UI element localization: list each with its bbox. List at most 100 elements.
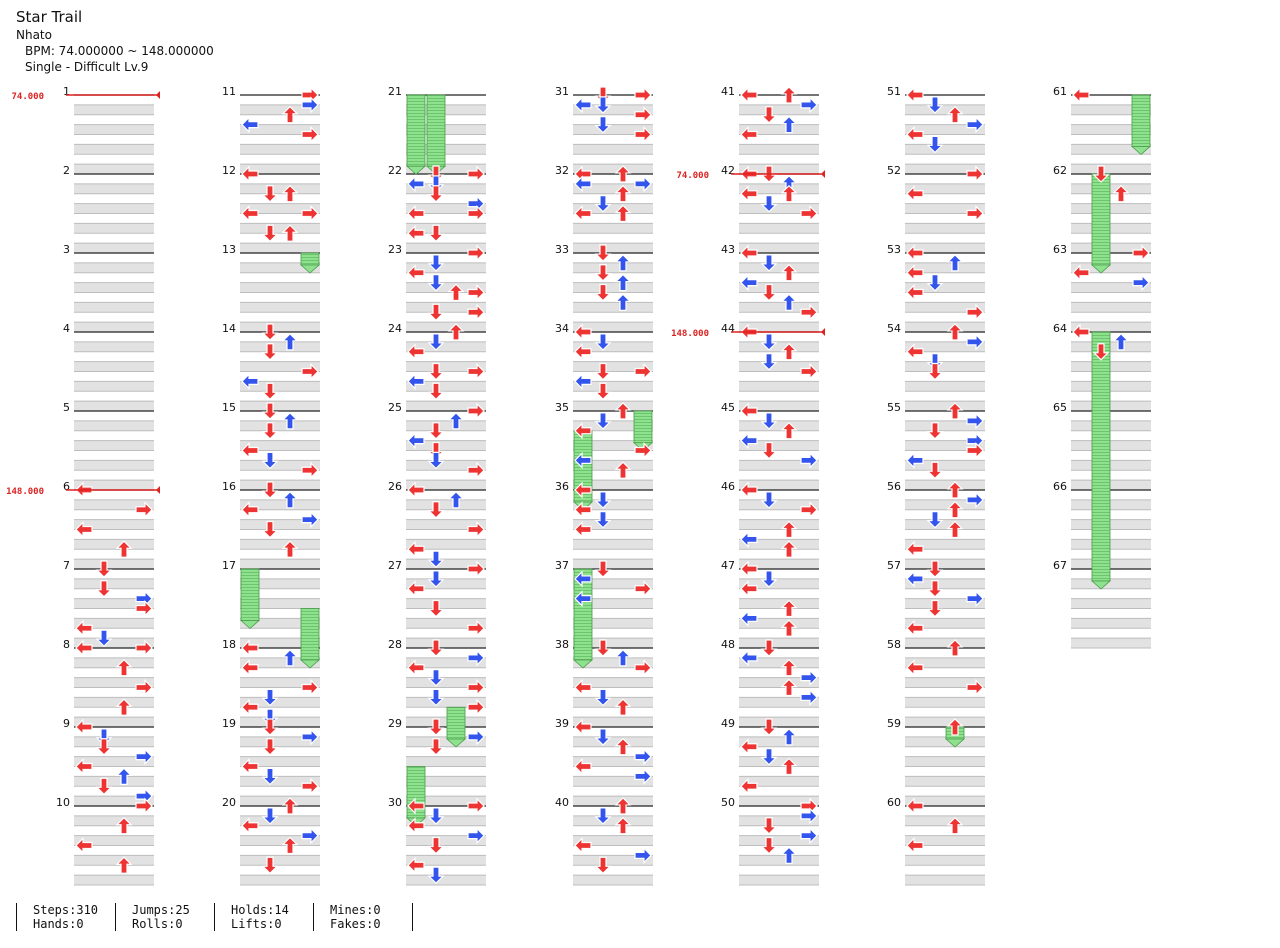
hold-body [1091, 331, 1111, 582]
beat-band [406, 322, 486, 332]
beat-band [573, 697, 653, 708]
beat-band [1071, 124, 1151, 135]
step-chart: 1234567891011121314151617181920212223242… [6, 85, 1152, 886]
beat-band [1071, 559, 1151, 569]
beat-band [1071, 322, 1151, 332]
beat-band [905, 381, 985, 392]
measure-66: 66 [1053, 480, 1151, 570]
beat-band [573, 835, 653, 846]
measure-10: 10 [56, 796, 154, 886]
beat-band [739, 756, 819, 767]
beat-band [739, 638, 819, 648]
stat-group: Jumps:25 Rolls:0 [115, 903, 214, 931]
beat-band [74, 657, 154, 668]
beat-band [739, 203, 819, 214]
hold-note [299, 608, 321, 669]
beat-band [573, 183, 653, 194]
measure-55: 55 [887, 401, 985, 491]
measure-62: 62 [1053, 164, 1151, 254]
beat-band [739, 717, 819, 727]
beat-band [74, 815, 154, 826]
beat-band [905, 736, 985, 747]
beat-band [240, 697, 320, 708]
beat-band [1071, 440, 1151, 451]
beat-band [573, 104, 653, 115]
beat-band [739, 144, 819, 155]
bpm-change: 148.000 [6, 486, 160, 497]
beat-band [1071, 183, 1151, 194]
beat-band [240, 262, 320, 273]
beat-band [240, 420, 320, 431]
beat-band [739, 598, 819, 609]
measure-number: 49 [721, 717, 735, 730]
beat-band [406, 401, 486, 411]
measure-20: 20 [222, 796, 320, 886]
beat-band [905, 677, 985, 688]
measure-number: 42 [721, 164, 735, 177]
beat-band [573, 875, 653, 885]
measure-5: 5 [63, 401, 154, 491]
beat-band [1071, 401, 1151, 411]
steps-count: Steps:310 [33, 903, 99, 917]
beat-band [573, 559, 653, 569]
beat-band [905, 104, 985, 115]
beat-band [739, 697, 819, 708]
beat-band [406, 302, 486, 313]
beat-band [905, 598, 985, 609]
beat-band [573, 657, 653, 668]
hold-body [406, 766, 426, 819]
measure-number: 55 [887, 401, 901, 414]
measure-60: 60 [887, 796, 985, 886]
beat-band [905, 322, 985, 332]
measure-number: 20 [222, 796, 236, 809]
beat-band [406, 519, 486, 530]
beat-band [240, 815, 320, 826]
measure-number: 7 [63, 559, 70, 572]
beat-band [739, 835, 819, 846]
beat-band [74, 144, 154, 155]
beat-band [406, 539, 486, 550]
beat-band [406, 578, 486, 589]
fakes-count: Fakes:0 [330, 917, 381, 931]
beat-band [406, 815, 486, 826]
beat-band [74, 183, 154, 194]
beat-band [905, 717, 985, 727]
hold-note [425, 94, 447, 175]
beat-band [74, 223, 154, 234]
beat-band [573, 243, 653, 253]
measure-number: 48 [721, 638, 735, 651]
beat-band [573, 815, 653, 826]
measure-14: 14 [222, 322, 320, 412]
hold-note [1090, 173, 1112, 274]
beat-band [240, 282, 320, 293]
measure-number: 52 [887, 164, 901, 177]
measure-number: 63 [1053, 243, 1067, 256]
beat-band [74, 499, 154, 510]
hold-tail [1090, 264, 1112, 274]
step-arrow-left [1072, 87, 1090, 103]
measure-number: 26 [388, 480, 402, 493]
measure-2: 2 [63, 164, 154, 254]
beat-band [905, 401, 985, 411]
beat-band [240, 776, 320, 787]
measure-3: 3 [63, 243, 154, 333]
measure-number: 31 [555, 85, 569, 98]
bpm-value: 148.000 [6, 487, 44, 497]
measure-number: 23 [388, 243, 402, 256]
beat-band [905, 499, 985, 510]
measure-number: 14 [222, 322, 236, 335]
beat-band [74, 243, 154, 253]
measure-number: 30 [388, 796, 402, 809]
beat-band [1071, 341, 1151, 352]
measure-number: 8 [63, 638, 70, 651]
beat-band [905, 756, 985, 767]
beat-band [240, 756, 320, 767]
beat-band [739, 302, 819, 313]
beat-band [74, 262, 154, 273]
beat-band [739, 183, 819, 194]
beat-band [240, 717, 320, 727]
measure-40: 40 [555, 796, 653, 886]
measure-number: 41 [721, 85, 735, 98]
beat-band [739, 381, 819, 392]
beat-band [739, 480, 819, 490]
